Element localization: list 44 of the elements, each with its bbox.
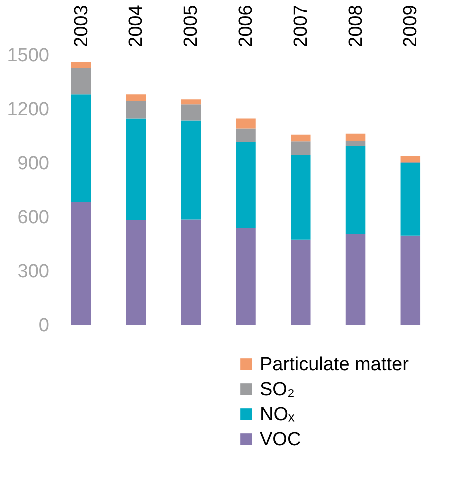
- bar: [400, 236, 421, 325]
- bar: [291, 155, 311, 240]
- bar: [400, 163, 421, 236]
- bar: [291, 142, 311, 156]
- bar: [126, 101, 146, 119]
- bar: [71, 62, 92, 68]
- bar: [400, 156, 421, 162]
- bar: [71, 68, 92, 95]
- bar: [346, 134, 366, 142]
- bar: [346, 141, 366, 146]
- x-tick-label: 2007: [290, 5, 312, 48]
- x-tick-label: 2004: [126, 4, 148, 48]
- y-tick-label: 1500: [7, 46, 50, 66]
- bar: [346, 234, 366, 325]
- y-tick-label: 1200: [7, 100, 50, 120]
- legend-label: VOC: [260, 430, 302, 450]
- x-tick-label: 2008: [346, 5, 367, 48]
- legend-label: NOₓ: [260, 404, 296, 426]
- bar: [181, 120, 201, 220]
- bar: [236, 128, 256, 142]
- y-tick-label: 0: [38, 316, 50, 336]
- bar: [291, 240, 311, 325]
- bar: [236, 228, 256, 325]
- bar: [236, 142, 256, 229]
- bar: [236, 118, 256, 129]
- bar: [181, 220, 201, 325]
- legend-label: SO₂: [260, 380, 295, 400]
- legend-label: Particulate matter: [260, 354, 410, 376]
- x-tick-label: 2006: [236, 5, 257, 48]
- y-tick-label: 900: [18, 154, 50, 174]
- bar: [71, 202, 92, 325]
- bar: [126, 118, 146, 220]
- bar: [346, 146, 366, 234]
- x-tick-label: 2003: [71, 5, 92, 48]
- x-tick-label: 2005: [181, 5, 202, 48]
- x-tick-label: 2009: [400, 5, 422, 48]
- bar: [126, 220, 146, 325]
- bar: [181, 104, 201, 121]
- bar: [291, 134, 311, 142]
- y-tick-label: 300: [18, 262, 50, 282]
- bar: [71, 94, 92, 202]
- bar: [126, 94, 146, 102]
- bar: [181, 100, 201, 105]
- y-tick-label: 600: [18, 208, 50, 228]
